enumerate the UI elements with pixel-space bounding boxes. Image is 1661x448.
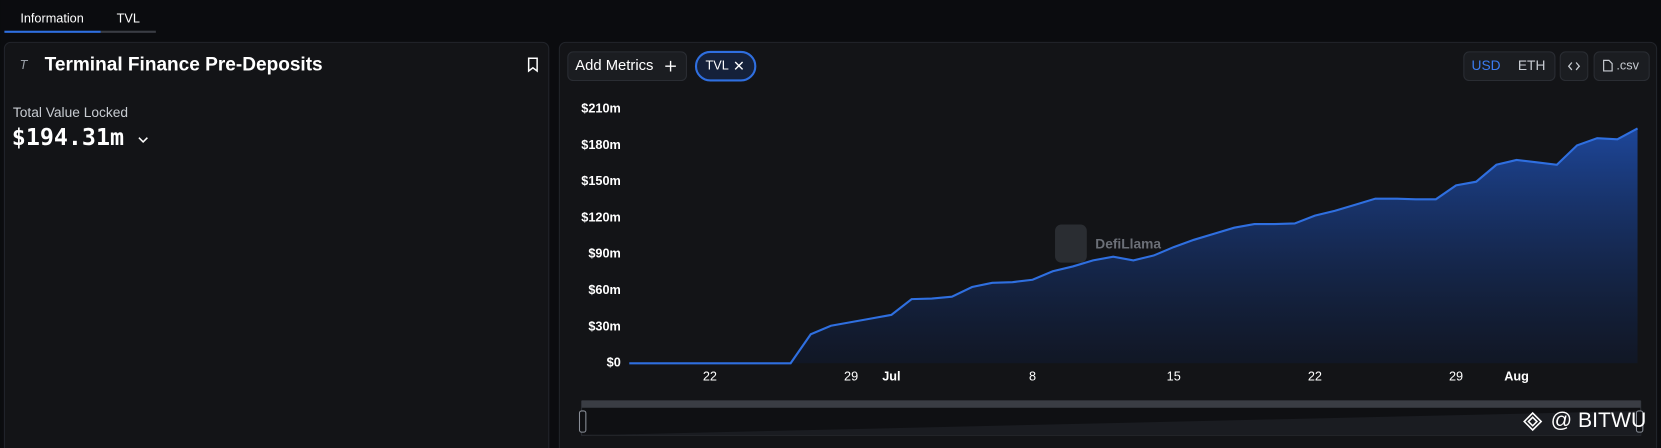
add-metrics-label: Add Metrics (575, 58, 653, 74)
chip-label: TVL (706, 59, 729, 73)
csv-label: .csv (1616, 59, 1639, 73)
x-tick-label: 29 (844, 369, 858, 383)
watermark-author: @ BITWU (1551, 409, 1647, 432)
tab-underline (100, 30, 156, 33)
csv-button[interactable] (1593, 51, 1650, 82)
line (629, 127, 1639, 365)
x-tick-label: 15 (1167, 369, 1181, 383)
add-metrics-button[interactable] (567, 51, 687, 82)
chevron-icon[interactable] (138, 137, 148, 143)
brush-bar[interactable] (581, 400, 1641, 408)
plot: $0 $30m $60m $90m $120m $150m $180m $210m 22 29 Ju… (581, 101, 1639, 383)
y-tick-label: $150m (581, 174, 621, 188)
x-tick-label: 22 (1308, 369, 1322, 383)
currency-option[interactable]: USD (1472, 58, 1501, 73)
watermark-text: DefiLlama (1095, 236, 1161, 251)
embed-button[interactable] (1559, 51, 1589, 82)
protocol-icon: T (20, 58, 29, 72)
protocol-title: Terminal Finance Pre-Deposits (45, 55, 323, 76)
y-tick-label: $90m (588, 247, 620, 261)
info-panel (3, 41, 550, 448)
y-tick-label: $0 (607, 356, 621, 370)
x-tick-label: 29 (1449, 369, 1463, 383)
chip-close[interactable] (734, 61, 744, 70)
brush-handle[interactable] (578, 410, 587, 433)
tab[interactable]: Information (20, 11, 83, 25)
x-tick-label: Aug (1504, 369, 1529, 383)
tab-underline (4, 30, 101, 33)
currency-toggle (1463, 51, 1556, 82)
file-icon (1603, 59, 1613, 72)
y-tick-label: $180m (581, 138, 621, 152)
x-tick-label: 22 (703, 369, 717, 383)
bookmark-icon[interactable] (527, 57, 538, 73)
brush-handle[interactable] (1635, 410, 1644, 433)
y-tick-label: $210m (581, 101, 621, 115)
y-tick-label: $120m (581, 210, 621, 224)
currency-option[interactable]: ETH (1518, 58, 1546, 73)
y-tick-label: $60m (588, 283, 620, 297)
y-tick-label: $30m (588, 319, 620, 333)
area-fill (629, 128, 1638, 364)
x-tick-label: 8 (1029, 369, 1036, 383)
watermark-icon (1523, 411, 1543, 432)
metric-value: $194.31m (12, 124, 124, 151)
embed-icon (1567, 62, 1581, 71)
metric-label: Total Value Locked (13, 105, 128, 120)
tab[interactable]: TVL (117, 11, 140, 25)
plus-icon (665, 60, 676, 72)
x-tick-label: Jul (882, 369, 900, 383)
watermark-logo (1055, 224, 1087, 263)
metric-chip[interactable] (694, 50, 757, 82)
